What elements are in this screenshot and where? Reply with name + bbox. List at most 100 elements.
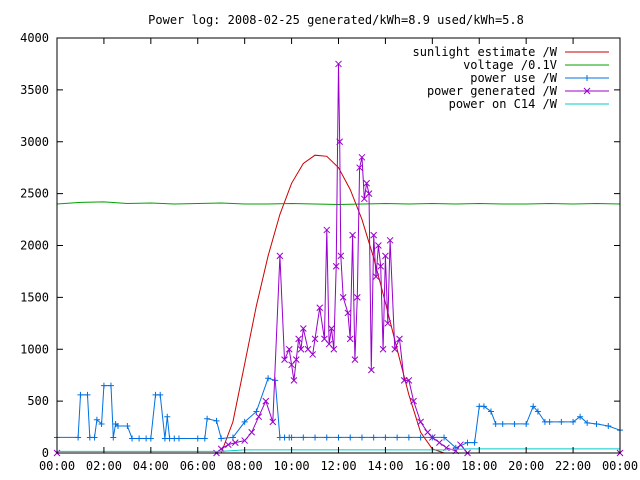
data-point — [316, 304, 324, 312]
x-tick-label: 02:00 — [86, 459, 122, 473]
data-point — [511, 420, 518, 427]
data-point — [312, 434, 319, 441]
data-point — [405, 377, 413, 384]
legend-label: power on C14 /W — [449, 97, 558, 111]
plot-marks — [53, 60, 624, 457]
data-point — [384, 319, 392, 327]
x-tick-label: 22:00 — [555, 459, 591, 473]
data-point — [584, 419, 591, 426]
data-point — [335, 434, 342, 441]
data-point — [336, 138, 344, 146]
y-tick-label: 0 — [42, 446, 49, 460]
legend-entry: sunlight estimate /W — [413, 45, 609, 59]
data-point — [464, 439, 471, 446]
data-point — [248, 428, 256, 436]
data-point — [405, 434, 412, 441]
y-tick-label: 3000 — [20, 135, 49, 149]
data-point — [98, 420, 105, 427]
data-point — [241, 418, 248, 425]
data-point — [290, 377, 298, 384]
y-tick-label: 1000 — [20, 342, 49, 356]
axes: 0 500 1000 1500 2000 2500 3000 3500 4000 00:00 02:… — [20, 31, 638, 473]
data-point — [593, 420, 600, 427]
data-point — [353, 294, 361, 301]
data-point — [356, 164, 363, 172]
data-point — [91, 434, 98, 441]
data-point — [332, 262, 340, 270]
data-point — [253, 408, 260, 415]
data-point — [147, 435, 154, 442]
data-point — [77, 391, 84, 398]
data-point — [297, 345, 305, 353]
data-point — [492, 420, 499, 427]
data-point — [114, 423, 121, 430]
data-point — [372, 273, 380, 280]
series-1 — [220, 154, 456, 454]
data-point — [262, 397, 270, 405]
data-point — [417, 418, 424, 426]
data-point — [309, 351, 317, 358]
data-point — [379, 345, 387, 353]
x-tick-label: 16:00 — [414, 459, 450, 473]
data-point — [382, 252, 389, 260]
data-point — [328, 325, 335, 332]
data-point — [204, 415, 211, 422]
x-tick-label: 20:00 — [508, 459, 544, 473]
data-point — [367, 366, 375, 374]
data-point — [157, 391, 164, 398]
data-point — [288, 434, 295, 441]
data-point — [523, 420, 530, 427]
data-point — [365, 190, 373, 197]
y-tick-label: 1500 — [20, 290, 49, 304]
legend-label: power use /W — [470, 71, 557, 85]
data-point — [337, 252, 345, 260]
data-point — [276, 252, 284, 260]
data-point — [457, 441, 464, 449]
data-point — [377, 262, 385, 270]
data-point — [194, 435, 201, 442]
x-tick-label: 10:00 — [274, 459, 310, 473]
data-point — [129, 435, 136, 442]
y-tick-label: 3500 — [20, 83, 49, 97]
y-tick-label: 2000 — [20, 239, 49, 253]
data-point — [347, 434, 354, 441]
data-point — [546, 418, 553, 425]
data-point — [441, 434, 448, 441]
data-point — [213, 417, 220, 424]
data-point — [323, 434, 330, 441]
data-point — [229, 434, 236, 441]
series-line — [57, 63, 620, 454]
data-point — [265, 375, 272, 382]
legend-entry: power use /W — [470, 71, 609, 85]
x-tick-label: 18:00 — [461, 459, 497, 473]
data-point — [487, 408, 494, 415]
data-point — [391, 345, 399, 353]
data-point — [410, 397, 417, 405]
legend-label: voltage /0.1V — [463, 58, 557, 72]
series-5 — [57, 448, 620, 452]
series-4 — [53, 60, 624, 457]
data-point — [358, 434, 365, 441]
x-tick-label: 14:00 — [367, 459, 403, 473]
data-point — [241, 437, 249, 444]
y-tick-label: 500 — [27, 394, 49, 408]
data-point — [269, 418, 277, 426]
series-2 — [56, 201, 621, 206]
data-point — [272, 377, 279, 384]
legend-label: power generated /W — [427, 84, 558, 98]
data-point — [375, 242, 382, 249]
data-point — [570, 418, 577, 425]
data-point — [164, 413, 171, 420]
data-point — [231, 439, 239, 446]
data-point — [480, 403, 487, 410]
data-point — [344, 309, 352, 317]
data-point — [255, 413, 263, 421]
legend-marker — [584, 75, 590, 81]
data-point — [351, 356, 359, 363]
data-point — [281, 356, 288, 363]
series-line — [57, 448, 620, 452]
data-point — [93, 416, 100, 423]
data-point — [394, 434, 401, 441]
data-point — [218, 435, 225, 442]
